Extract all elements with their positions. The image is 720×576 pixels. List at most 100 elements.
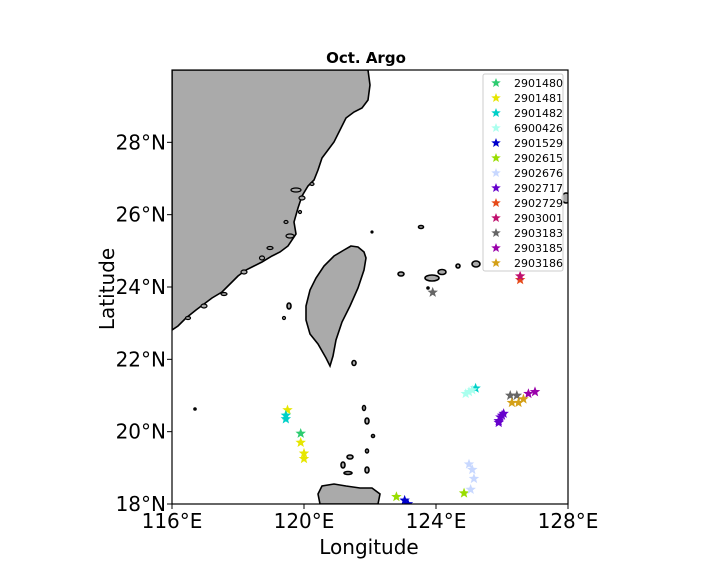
float-marker-6900426: [463, 386, 475, 397]
x-tick-label: 120°E: [274, 509, 335, 533]
legend-marker-2902729: [491, 198, 501, 208]
float-marker-2901481: [295, 437, 306, 447]
legend-marker-2902717: [491, 183, 501, 193]
float-marker-2901482: [470, 382, 481, 393]
float-marker-2903186: [518, 393, 529, 404]
legend-marker-2902615: [491, 153, 501, 163]
land-island-dot-3: [426, 286, 430, 290]
coastal-island-4: [297, 209, 303, 215]
legend-label: 2901529: [514, 137, 563, 150]
legend-label: 2901482: [514, 107, 563, 120]
coastal-island-8: [258, 255, 266, 261]
y-tick-label: 24°N: [116, 275, 166, 299]
coastal-island-12: [184, 315, 192, 321]
land-island-babuyan-4: [364, 466, 370, 474]
land-luzon: [317, 483, 381, 504]
coastal-island-5: [283, 219, 289, 225]
float-marker-2901529: [402, 498, 414, 504]
legend-label: 2901480: [514, 77, 563, 90]
land-layer: [172, 70, 568, 504]
float-marker-2903185: [529, 386, 541, 397]
float-marker-2903183: [511, 390, 523, 400]
legend-marker-2903001: [491, 213, 501, 223]
x-axis-ticks: 116°E 120°E 124°E 128°E: [142, 504, 599, 533]
land-island-dot-2: [370, 230, 374, 234]
x-tick-label: 124°E: [406, 509, 467, 533]
legend-label: 2903185: [514, 242, 563, 255]
float-marker-2902729: [514, 274, 526, 285]
legend-marker-2901481: [491, 93, 501, 103]
land-island-lanyu: [351, 359, 357, 367]
float-marker-2902676: [468, 473, 480, 484]
float-markers: [280, 270, 541, 504]
coastal-islands: [184, 181, 315, 321]
land-island-babuyan-1: [346, 454, 354, 460]
coastal-island-10: [220, 291, 228, 297]
float-marker-2902676: [463, 458, 475, 469]
legend-label: 2901481: [514, 92, 563, 105]
legend-label: 2903183: [514, 227, 563, 240]
x-tick-label: 128°E: [538, 509, 599, 533]
legend-marker-2901482: [491, 108, 501, 118]
float-marker-6900426: [467, 384, 478, 395]
legend-marker-2902676: [491, 168, 501, 178]
legend-label: 2902615: [514, 152, 563, 165]
coastal-island-1: [290, 187, 302, 193]
coastal-island-7: [266, 245, 274, 251]
legend-marker-2901529: [491, 138, 501, 148]
land-taiwan: [305, 245, 367, 369]
legend-label: 2903186: [514, 257, 563, 270]
land-island-babuyan-3: [343, 470, 353, 476]
coastal-island-3: [309, 181, 315, 187]
float-marker-2901481: [282, 404, 293, 415]
legend-marker-2903183: [491, 228, 501, 238]
float-marker-2901481: [298, 453, 310, 464]
y-tick-label: 20°N: [116, 420, 166, 444]
y-tick-label: 22°N: [116, 347, 166, 371]
land-china-mainland: [172, 70, 371, 331]
land-island-senkaku: [417, 224, 425, 230]
legend: 2901480 2901481 2901482 6900426 2901529 29026…: [482, 73, 564, 272]
legend-label: 2902729: [514, 197, 563, 210]
coastal-island-9: [240, 269, 248, 275]
land-island-miyako: [437, 268, 447, 276]
y-axis-ticks: 18°N 20°N 22°N 24°N 26°N 28°N: [116, 130, 172, 516]
land-island-ishigaki: [424, 274, 440, 282]
float-marker-2902717: [498, 408, 509, 419]
legend-label: 6900426: [514, 122, 563, 135]
float-marker-2903186: [506, 397, 518, 408]
y-axis-title: Latitude: [95, 248, 119, 330]
coastal-island-11: [200, 303, 208, 309]
float-marker-2902615: [391, 491, 402, 502]
land-island-dot-1: [193, 407, 197, 411]
float-marker-2902717: [493, 417, 504, 428]
float-marker-2901529: [399, 494, 410, 504]
float-marker-2902676: [467, 464, 478, 475]
float-marker-2902615: [458, 487, 470, 498]
land-island-batanes-1: [361, 404, 367, 412]
float-marker-2901482: [280, 413, 292, 424]
land-island-east-1: [471, 260, 481, 268]
float-marker-2903001: [514, 270, 526, 281]
float-marker-2903183: [505, 390, 516, 400]
legend-label: 2902717: [514, 182, 563, 195]
y-tick-label: 28°N: [116, 130, 166, 154]
land-island-yonaguni: [397, 271, 405, 277]
land-island-babuyan-5: [364, 448, 370, 454]
float-marker-2903186: [513, 397, 524, 408]
land-island-babuyan-2: [340, 461, 346, 469]
float-marker-2901480: [295, 427, 306, 438]
float-marker-2903185: [523, 388, 534, 399]
legend-box: [482, 73, 564, 272]
x-axis-title: Longitude: [319, 535, 418, 559]
legend-label: 2903001: [514, 212, 563, 225]
land-island-babuyan-6: [370, 433, 376, 439]
land-island-okinawa-south: [455, 263, 461, 269]
float-marker-2901481: [298, 447, 310, 458]
legend-label: 2902676: [514, 167, 563, 180]
float-marker-2903183: [427, 286, 438, 297]
land-island-batanes-2: [364, 417, 370, 425]
legend-marker-2903185: [491, 243, 501, 253]
land-island-penghu: [286, 302, 292, 310]
